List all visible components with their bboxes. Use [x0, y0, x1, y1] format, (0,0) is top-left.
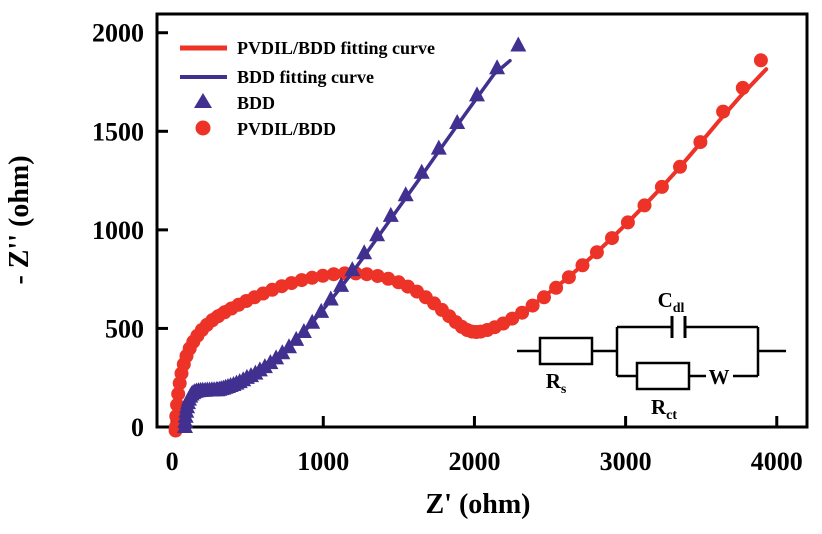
- series-layer: [168, 36, 769, 438]
- series-bdd-data: [177, 36, 527, 433]
- marker-circle: [654, 179, 669, 194]
- x-tick-label: 2000: [448, 447, 500, 476]
- marker-triangle: [304, 313, 321, 329]
- marker-triangle: [413, 163, 430, 179]
- marker-circle: [370, 269, 385, 283]
- y-axis-title: - Z'' (ohm): [4, 155, 35, 284]
- fit-line-bdd-fit-curve: [183, 58, 512, 429]
- legend: PVDIL/BDD fitting curve BDD fitting curv…: [180, 38, 435, 139]
- rct-label: Rct: [651, 395, 677, 423]
- marker-triangle: [322, 290, 339, 306]
- axes-layer: 0 1000 2000 3000 4000 0 500 1000 1500 2000: [92, 19, 803, 476]
- marker-circle: [735, 80, 750, 95]
- marker-circle: [359, 267, 374, 282]
- legend-label-pvdil: PVDIL/BDD: [237, 119, 336, 139]
- legend-swatch-circle-icon: [195, 120, 211, 136]
- x-tick-label: 1000: [297, 447, 349, 476]
- marker-triangle: [397, 186, 414, 202]
- legend-swatch-triangle-icon: [194, 93, 212, 108]
- y-tick-label: 500: [105, 314, 144, 343]
- y-tick-label: 0: [131, 413, 144, 442]
- marker-circle: [620, 215, 635, 230]
- plot-frame: [155, 12, 809, 429]
- series-bdd-fit-curve: [183, 58, 512, 429]
- marker-circle: [326, 267, 341, 282]
- marker-triangle: [489, 59, 506, 75]
- marker-triangle: [313, 302, 330, 318]
- cdl-label: Cdl: [658, 288, 685, 316]
- x-tick-label: 4000: [751, 447, 803, 476]
- marker-triangle: [333, 276, 350, 292]
- marker-circle: [515, 305, 530, 320]
- marker-circle: [549, 280, 564, 295]
- marker-circle: [637, 198, 652, 213]
- marker-circle: [525, 298, 540, 313]
- marker-circle: [589, 245, 604, 260]
- warburg-label: W: [709, 365, 730, 389]
- marker-triangle: [449, 114, 466, 129]
- marker-circle: [605, 231, 619, 246]
- resistor-rct-box: [635, 361, 691, 391]
- marker-circle: [753, 53, 768, 68]
- marker-triangle: [382, 206, 399, 222]
- marker-triangle: [344, 261, 361, 277]
- marker-triangle: [510, 36, 527, 52]
- equivalent-circuit-inset: [517, 316, 786, 391]
- series-pvdil-bdd-data: [168, 53, 768, 438]
- marker-triangle: [369, 226, 386, 242]
- x-tick-label: 0: [166, 447, 179, 476]
- marker-circle: [171, 386, 186, 401]
- legend-label-pvdil-fit: PVDIL/BDD fitting curve: [237, 38, 435, 58]
- marker-circle: [537, 290, 551, 305]
- marker-triangle: [469, 86, 485, 102]
- marker-circle: [673, 159, 687, 174]
- y-tick-label: 2000: [92, 19, 144, 48]
- x-tick-label: 3000: [600, 447, 652, 476]
- marker-triangle: [288, 330, 305, 346]
- marker-circle: [561, 270, 576, 285]
- marker-triangle: [295, 323, 312, 338]
- marker-circle: [305, 270, 320, 285]
- marker-circle: [575, 258, 590, 273]
- marker-circle: [716, 104, 731, 119]
- marker-circle: [315, 268, 330, 283]
- legend-label-bdd: BDD: [237, 93, 275, 113]
- resistor-rs-box: [538, 336, 594, 366]
- marker-triangle: [356, 244, 373, 260]
- equivalent-circuit-labels: Rs Cdl Rct W: [546, 288, 730, 423]
- y-tick-label: 1000: [92, 216, 144, 245]
- x-axis-title: Z' (ohm): [426, 489, 531, 520]
- legend-label-bdd-fit: BDD fitting curve: [237, 67, 374, 87]
- rs-label: Rs: [546, 369, 567, 397]
- y-tick-label: 1500: [92, 117, 144, 146]
- marker-circle: [693, 135, 708, 150]
- marker-triangle: [430, 139, 447, 155]
- marker-circle: [294, 273, 309, 288]
